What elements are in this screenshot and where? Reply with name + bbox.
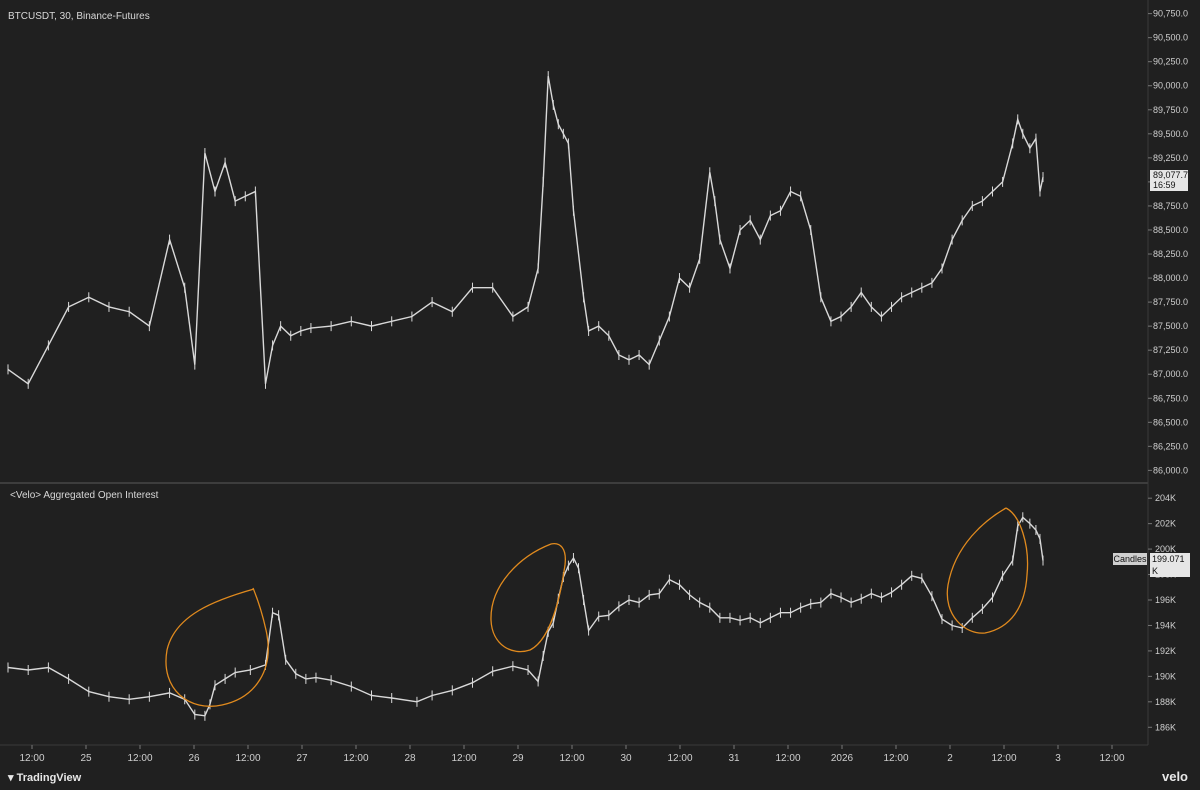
price-tick-label: 87,750.0 [1153,297,1188,307]
price-tick-label: 90,000.0 [1153,81,1188,91]
oi-series [7,512,1044,721]
price-tick-label: 86,500.0 [1153,417,1188,427]
x-tick-label: 12:00 [343,753,368,764]
price-tick-label: 89,750.0 [1153,105,1188,115]
tradingview-logo-icon: ▾ [8,772,17,784]
annotations [165,507,1029,707]
price-tick-label: 88,000.0 [1153,273,1188,283]
tradingview-logo[interactable]: ▾ TradingView [8,771,81,784]
oi-tick-label: 194K [1155,620,1176,630]
tradingview-brand: TradingView [16,772,82,784]
oi-tick-label: 196K [1155,595,1176,605]
price-tick-label: 90,250.0 [1153,57,1188,67]
last-price-badge: 89,077.7 16:59 [1150,170,1188,191]
x-tick-label: 12:00 [883,753,908,764]
price-line [7,75,1044,385]
oi-line [7,516,1044,717]
price-tick-label: 88,500.0 [1153,225,1188,235]
price-tick-label: 87,500.0 [1153,321,1188,331]
x-tick-label: 12:00 [127,753,152,764]
price-tick-label: 90,750.0 [1153,9,1188,19]
price-tick-label: 89,250.0 [1153,153,1188,163]
oi-tick-label: 192K [1155,646,1176,656]
x-tick-label: 30 [620,753,632,764]
oi-badge-label: Candles [1113,553,1147,565]
x-tick-label: 29 [512,753,524,764]
x-tick-label: 12:00 [775,753,800,764]
annotation-ellipse-3 [946,507,1029,634]
oi-tick-label: 186K [1155,722,1176,732]
oi-tick-label: 188K [1155,697,1176,707]
x-tick-label: 25 [80,753,92,764]
price-tick-label: 88,250.0 [1153,249,1188,259]
last-price-value: 89,077.7 [1153,170,1189,180]
x-tick-label: 12:00 [991,753,1016,764]
oi-tick-label: 202K [1155,519,1176,529]
x-tick-label: 31 [728,753,740,764]
velo-logo[interactable]: velo [1161,769,1188,784]
price-tick-label: 87,000.0 [1153,369,1188,379]
oi-tick-label: 190K [1155,671,1176,681]
time-axis: 12:00 25 12:00 26 12:00 27 12:00 28 12:00 29 12:00… [19,745,1125,764]
x-tick-label: 12:00 [667,753,692,764]
x-tick-label: 12:00 [559,753,584,764]
indicator-title: <Velo> Aggregated Open Interest [10,490,159,501]
price-series [7,71,1044,389]
x-tick-label: 3 [1055,753,1061,764]
symbol-title: BTCUSDT, 30, Binance-Futures [8,11,150,22]
price-tick-label: 86,750.0 [1153,393,1188,403]
price-tick-label: 86,000.0 [1153,465,1188,475]
oi-badge-value: 199.071 K [1150,553,1190,577]
price-tick-label: 88,750.0 [1153,201,1188,211]
oi-tick-label: 200K [1155,544,1176,554]
x-tick-label: 12:00 [19,753,44,764]
x-tick-label: 12:00 [451,753,476,764]
candle-countdown: 16:59 [1153,180,1176,190]
price-tick-label: 86,250.0 [1153,441,1188,451]
annotation-ellipse-2 [490,542,566,653]
price-tick-label: 89,500.0 [1153,129,1188,139]
price-tick-label: 87,250.0 [1153,345,1188,355]
oi-tick-label: 204K [1155,493,1176,503]
x-tick-label: 2 [947,753,953,764]
oi-axis: 204K202K200K198K196K194K192K190K188K186K [1148,493,1176,732]
price-axis: 90,750.0 90,500.0 90,250.0 90,000.0 89,750.0… [1148,9,1188,475]
x-tick-label: 12:00 [235,753,260,764]
x-tick-label: 27 [296,753,308,764]
x-tick-label: 2026 [831,753,854,764]
x-tick-label: 26 [188,753,200,764]
annotation-ellipse-1 [165,587,269,707]
price-tick-label: 90,500.0 [1153,33,1188,43]
x-tick-label: 28 [404,753,416,764]
x-tick-label: 12:00 [1099,753,1124,764]
